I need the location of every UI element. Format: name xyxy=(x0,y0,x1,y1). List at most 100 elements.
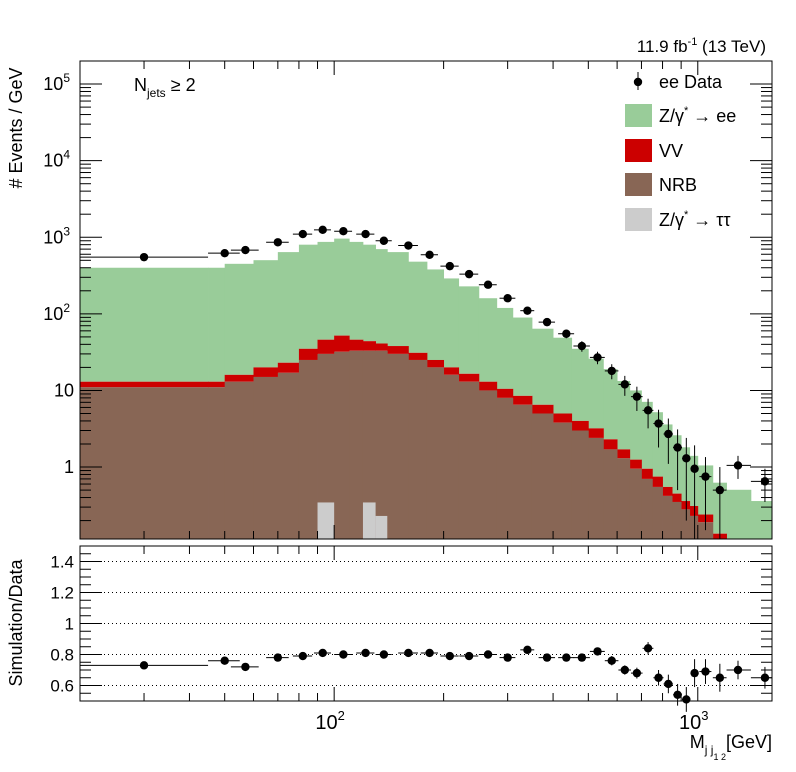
data-marker xyxy=(715,485,725,495)
data-point xyxy=(478,280,497,289)
bar-zee xyxy=(317,241,335,340)
bar-vv xyxy=(672,493,682,502)
data-marker xyxy=(273,238,283,247)
legend-swatch xyxy=(625,173,652,196)
top-frame xyxy=(79,60,773,540)
bar-nrb xyxy=(531,413,554,539)
data-point xyxy=(538,317,556,327)
bar-zee xyxy=(208,267,226,382)
data-marker xyxy=(523,306,532,315)
data-marker xyxy=(503,294,512,303)
data-marker xyxy=(607,366,616,376)
data-marker xyxy=(654,419,663,428)
y-tick-label: 103 xyxy=(43,224,70,247)
bar-nrb xyxy=(512,404,533,539)
ratio-marker xyxy=(715,673,725,682)
bar-nrb xyxy=(553,422,573,539)
ratio-point xyxy=(313,648,331,658)
data-marker xyxy=(643,406,653,415)
data-marker xyxy=(361,229,370,239)
ratio-point xyxy=(398,648,418,658)
data-marker xyxy=(577,341,587,351)
bar-vv xyxy=(478,381,498,391)
bar-zee xyxy=(375,249,388,344)
bar-vv xyxy=(571,420,589,431)
bar-nrb xyxy=(298,359,318,539)
bar-vv xyxy=(253,367,279,377)
data-point xyxy=(558,329,575,339)
bar-nrb xyxy=(253,376,279,539)
bar-nrb xyxy=(408,359,428,539)
ratio-y-tick-label: 1 xyxy=(65,615,74,634)
legend-entry-nrb: NRB xyxy=(625,173,697,196)
bar-zee xyxy=(629,390,642,460)
ratio-marker xyxy=(632,668,642,678)
ratio-point xyxy=(520,645,535,655)
bar-vv xyxy=(80,381,209,388)
bar-zee xyxy=(641,401,653,469)
data-point xyxy=(630,386,643,411)
bar-vv xyxy=(531,404,554,414)
bar-zee xyxy=(512,317,533,396)
selection-label: Njets ≥ 2 xyxy=(134,75,196,100)
ratio-point xyxy=(699,659,712,684)
ratio-point xyxy=(663,674,674,694)
bar-zee xyxy=(443,278,460,368)
data-marker xyxy=(241,245,250,255)
ratio-marker xyxy=(664,679,673,689)
legend-swatch xyxy=(625,139,652,162)
bar-vv xyxy=(689,506,699,516)
bar-zee xyxy=(662,424,673,487)
top-pad: 1 10 102 103 104 105 xyxy=(43,60,773,540)
bar-nrb xyxy=(571,430,589,539)
ratio-grid xyxy=(80,561,772,686)
ratio-marker xyxy=(139,661,149,670)
bar-ztautau xyxy=(317,502,335,539)
data-marker xyxy=(220,248,229,258)
data-point xyxy=(80,252,209,262)
bar-nrb xyxy=(349,350,364,539)
ratio-point xyxy=(690,659,699,688)
legend-label: Z/γ* → ee xyxy=(659,105,736,126)
legend-entry-data: ee Data xyxy=(633,72,723,92)
bar-zee xyxy=(458,286,480,374)
bar-nrb xyxy=(681,509,691,539)
bar-zee xyxy=(334,238,350,336)
bar-vv xyxy=(553,413,573,423)
bar-nrb xyxy=(697,522,714,539)
data-marker xyxy=(464,269,474,279)
legend-label: Z/γ* → ττ xyxy=(659,209,731,230)
ratio-marker xyxy=(464,651,474,661)
data-marker xyxy=(593,353,602,362)
ratio-marker xyxy=(339,650,348,659)
legend-data-marker xyxy=(633,77,643,87)
data-point xyxy=(334,226,353,236)
data-marker xyxy=(425,250,434,260)
bar-vv xyxy=(681,501,691,510)
legend-entry-zee: Z/γ* → ee xyxy=(625,104,736,127)
ratio-marker xyxy=(682,695,691,704)
bar-vv xyxy=(317,339,335,354)
ratio-marker xyxy=(542,653,552,662)
bar-vv xyxy=(652,476,663,487)
data-point xyxy=(618,375,631,396)
data-marker xyxy=(690,464,699,473)
data-marker xyxy=(733,461,743,470)
x-tick-label: 103 xyxy=(679,708,708,734)
data-point xyxy=(589,351,605,365)
ratio-marker xyxy=(690,668,699,678)
bar-nrb xyxy=(617,458,631,539)
ratio-y-tick-label: 0.8 xyxy=(50,646,74,665)
bar-nrb xyxy=(375,350,388,539)
ratio-point xyxy=(682,687,691,712)
y-tick-label: 1 xyxy=(64,457,74,477)
data-marker xyxy=(664,429,673,439)
data-point xyxy=(313,225,331,235)
bar-zee xyxy=(750,501,773,539)
y-tick-label: 105 xyxy=(43,71,70,94)
ratio-points xyxy=(80,642,772,712)
data-point xyxy=(673,429,683,491)
ratio-marker xyxy=(273,653,283,662)
bar-zee xyxy=(478,298,498,382)
legend-swatch xyxy=(625,104,652,127)
